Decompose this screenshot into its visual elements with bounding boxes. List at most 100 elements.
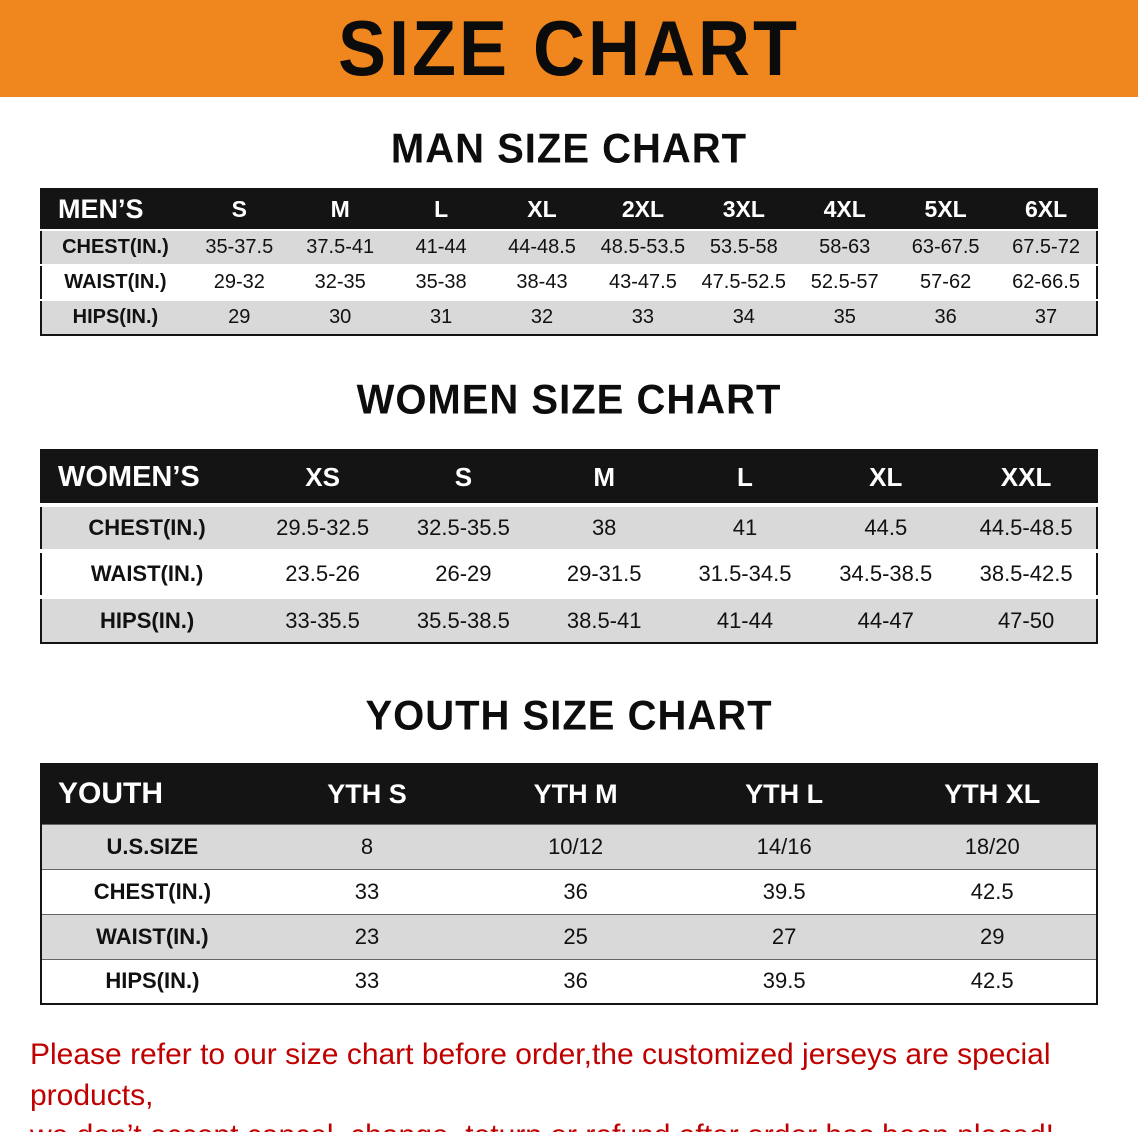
table-corner-label: YOUTH [41,764,263,824]
cell-value: 23 [262,913,472,959]
cell-value: 44.5-48.5 [956,503,1097,551]
size-column-header: L [390,189,492,230]
size-column-header: S [392,450,534,505]
cell-value: 29 [188,299,290,335]
disclaimer-text: Please refer to our size chart before or… [30,1035,1108,1132]
table-corner-label: MEN’S [41,189,189,230]
page-title: SIZE CHART [338,5,800,92]
cell-value: 25 [471,913,680,959]
cell-value: 33 [262,958,472,1004]
cell-value: 42.5 [888,958,1097,1004]
men-section: MAN SIZE CHART MEN’S S M L XL 2XL 3XL 4XL 5XL 6XL… [0,126,1138,336]
cell-value: 35-37.5 [188,229,290,265]
row-label: WAIST(IN.) [41,913,263,959]
cell-value: 38.5-42.5 [956,549,1097,597]
row-label: HIPS(IN.) [41,595,253,643]
size-column-header: 4XL [794,189,896,230]
cell-value: 31 [390,299,492,335]
cell-value: 38-43 [491,264,593,300]
cell-value: 32-35 [289,264,391,300]
cell-value: 30 [289,299,391,335]
disclaimer-line-2: we don’t accept cancel, change, teturn o… [30,1119,1054,1132]
size-column-header: YTH L [679,764,889,824]
table-header-row: MEN’S S M L XL 2XL 3XL 4XL 5XL 6XL [41,189,1097,230]
cell-value: 26-29 [392,549,534,597]
cell-value: 29.5-32.5 [252,503,393,551]
cell-value: 29-31.5 [533,549,675,597]
women-section: WOMEN SIZE CHART WOMEN’S XS S M L XL XXL CHEST(… [0,376,1138,644]
size-column-header: XS [252,450,393,505]
table-row: CHEST(IN.) 35-37.5 37.5-41 41-44 44-48.5 48.5… [41,229,1097,265]
table-row: WAIST(IN.) 23.5-26 26-29 29-31.5 31.5-34.5 34… [41,549,1097,597]
cell-value: 47.5-52.5 [693,264,795,300]
cell-value: 42.5 [888,868,1097,914]
cell-value: 44-47 [815,595,957,643]
row-label: CHEST(IN.) [41,868,263,914]
size-column-header: M [289,189,391,230]
cell-value: 44-48.5 [491,229,593,265]
cell-value: 18/20 [888,823,1097,869]
row-label: WAIST(IN.) [41,549,253,597]
size-column-header: S [188,189,290,230]
cell-value: 33-35.5 [252,595,393,643]
youth-size-table: YOUTH YTH S YTH M YTH L YTH XL U.S.SIZE 8 10/12… [40,763,1098,1005]
cell-value: 62-66.5 [996,264,1097,300]
row-label: HIPS(IN.) [41,299,189,335]
cell-value: 35.5-38.5 [392,595,534,643]
cell-value: 52.5-57 [794,264,896,300]
cell-value: 41-44 [674,595,816,643]
cell-value: 39.5 [679,958,889,1004]
cell-value: 67.5-72 [996,229,1097,265]
cell-value: 44.5 [815,503,957,551]
table-row: U.S.SIZE 8 10/12 14/16 18/20 [41,823,1097,869]
size-column-header: 3XL [693,189,795,230]
banner: SIZE CHART [0,0,1138,97]
table-row: WAIST(IN.) 29-32 32-35 35-38 38-43 43-47.5 47.… [41,264,1097,300]
youth-section: YOUTH SIZE CHART YOUTH YTH S YTH M YTH L YTH… [0,693,1138,1005]
size-column-header: XL [815,450,957,505]
cell-value: 31.5-34.5 [674,549,816,597]
cell-value: 37 [996,299,1097,335]
table-row: CHEST(IN.) 29.5-32.5 32.5-35.5 38 41 44.5 44.5… [41,503,1097,551]
cell-value: 37.5-41 [289,229,391,265]
cell-value: 36 [471,868,680,914]
cell-value: 38.5-41 [533,595,675,643]
table-row: HIPS(IN.) 33-35.5 35.5-38.5 38.5-41 41-44 44-… [41,595,1097,643]
size-column-header: XXL [956,450,1097,505]
cell-value: 27 [679,913,889,959]
cell-value: 36 [471,958,680,1004]
cell-value: 32.5-35.5 [392,503,534,551]
table-row: WAIST(IN.) 23 25 27 29 [41,913,1097,959]
cell-value: 48.5-53.5 [592,229,694,265]
cell-value: 23.5-26 [252,549,393,597]
cell-value: 34.5-38.5 [815,549,957,597]
cell-value: 39.5 [679,868,889,914]
row-label: CHEST(IN.) [41,503,253,551]
cell-value: 43-47.5 [592,264,694,300]
size-column-header: M [533,450,675,505]
cell-value: 14/16 [679,823,889,869]
table-header-row: WOMEN’S XS S M L XL XXL [41,450,1097,505]
cell-value: 63-67.5 [895,229,997,265]
cell-value: 36 [895,299,997,335]
size-column-header: 6XL [996,189,1097,230]
table-row: HIPS(IN.) 33 36 39.5 42.5 [41,958,1097,1004]
men-size-table: MEN’S S M L XL 2XL 3XL 4XL 5XL 6XL CHEST(IN.) 35-37… [40,188,1098,336]
size-column-header: L [674,450,816,505]
cell-value: 33 [592,299,694,335]
table-row: HIPS(IN.) 29 30 31 32 33 34 35 36 37 [41,299,1097,335]
cell-value: 53.5-58 [693,229,795,265]
women-section-heading: WOMEN SIZE CHART [356,376,782,424]
cell-value: 41 [674,503,816,551]
cell-value: 34 [693,299,795,335]
cell-value: 32 [491,299,593,335]
size-column-header: YTH S [262,764,472,824]
cell-value: 29 [888,913,1097,959]
cell-value: 47-50 [956,595,1097,643]
cell-value: 41-44 [390,229,492,265]
row-label: WAIST(IN.) [41,264,189,300]
table-header-row: YOUTH YTH S YTH M YTH L YTH XL [41,764,1097,824]
cell-value: 10/12 [471,823,680,869]
cell-value: 35-38 [390,264,492,300]
